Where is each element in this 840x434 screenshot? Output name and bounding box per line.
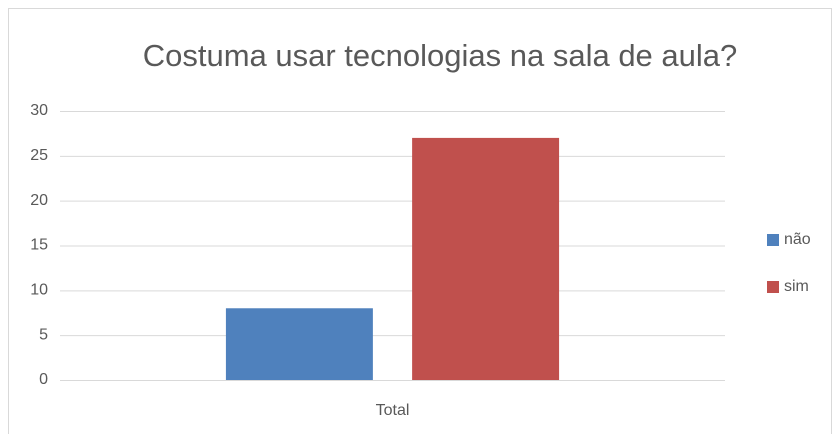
y-tick-label: 30 (30, 102, 48, 119)
y-tick-label: 25 (30, 147, 48, 164)
bar (412, 137, 560, 380)
y-tick-label: 20 (30, 192, 48, 209)
y-tick-label: 5 (39, 326, 48, 343)
legend-swatch (767, 281, 779, 293)
legend-label: não (784, 231, 811, 248)
y-tick-label: 15 (30, 237, 48, 254)
x-tick-label: Total (376, 402, 410, 419)
y-tick-label: 10 (30, 282, 48, 299)
legend-swatch (767, 234, 779, 246)
legend-label: sim (784, 278, 809, 295)
y-tick-label: 0 (39, 371, 48, 388)
bar (225, 308, 373, 380)
chart-title: Costuma usar tecnologias na sala de aula… (143, 38, 738, 73)
